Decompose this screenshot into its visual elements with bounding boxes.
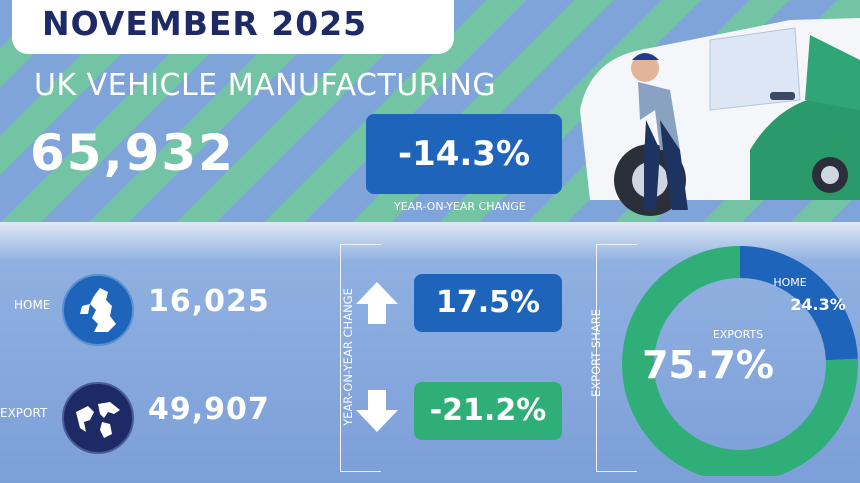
export-change-box: -21.2% — [414, 382, 562, 440]
header-panel: NOVEMBER 2025 UK VEHICLE MANUFACTURING 6… — [0, 0, 860, 222]
uk-map-icon — [62, 274, 134, 346]
donut-slice-home — [740, 246, 858, 361]
share-bracket — [596, 244, 637, 472]
yoy-bracket — [340, 244, 381, 472]
yoy-change-box: -14.3% — [366, 114, 562, 194]
arrow-down-icon — [356, 390, 398, 432]
month-label: NOVEMBER 2025 — [42, 4, 368, 43]
donut-label-home: HOME — [773, 276, 806, 289]
donut-value-home: 24.3% — [790, 295, 846, 314]
home-change-box: 17.5% — [414, 274, 562, 332]
arrow-up-icon — [356, 282, 398, 324]
home-value: 16,025 — [148, 284, 270, 319]
yoy-change-label: YEAR-ON-YEAR CHANGE — [394, 200, 526, 213]
month-banner: NOVEMBER 2025 — [12, 0, 454, 54]
home-label: HOME — [14, 298, 51, 312]
share-side-label: EXPORT SHARE — [589, 308, 603, 397]
export-share-donut: HOME 24.3% EXPORTS 75.7% — [622, 246, 858, 476]
globe-icon — [62, 382, 134, 454]
donut-value-exports: 75.7% — [642, 343, 774, 387]
export-value: 49,907 — [148, 392, 270, 427]
van-mechanic-illustration — [580, 18, 860, 216]
total-units: 65,932 — [30, 124, 235, 182]
donut-label-exports: EXPORTS — [713, 328, 763, 341]
export-label: EXPORT — [0, 406, 48, 420]
page-title: UK VEHICLE MANUFACTURING — [34, 68, 497, 103]
